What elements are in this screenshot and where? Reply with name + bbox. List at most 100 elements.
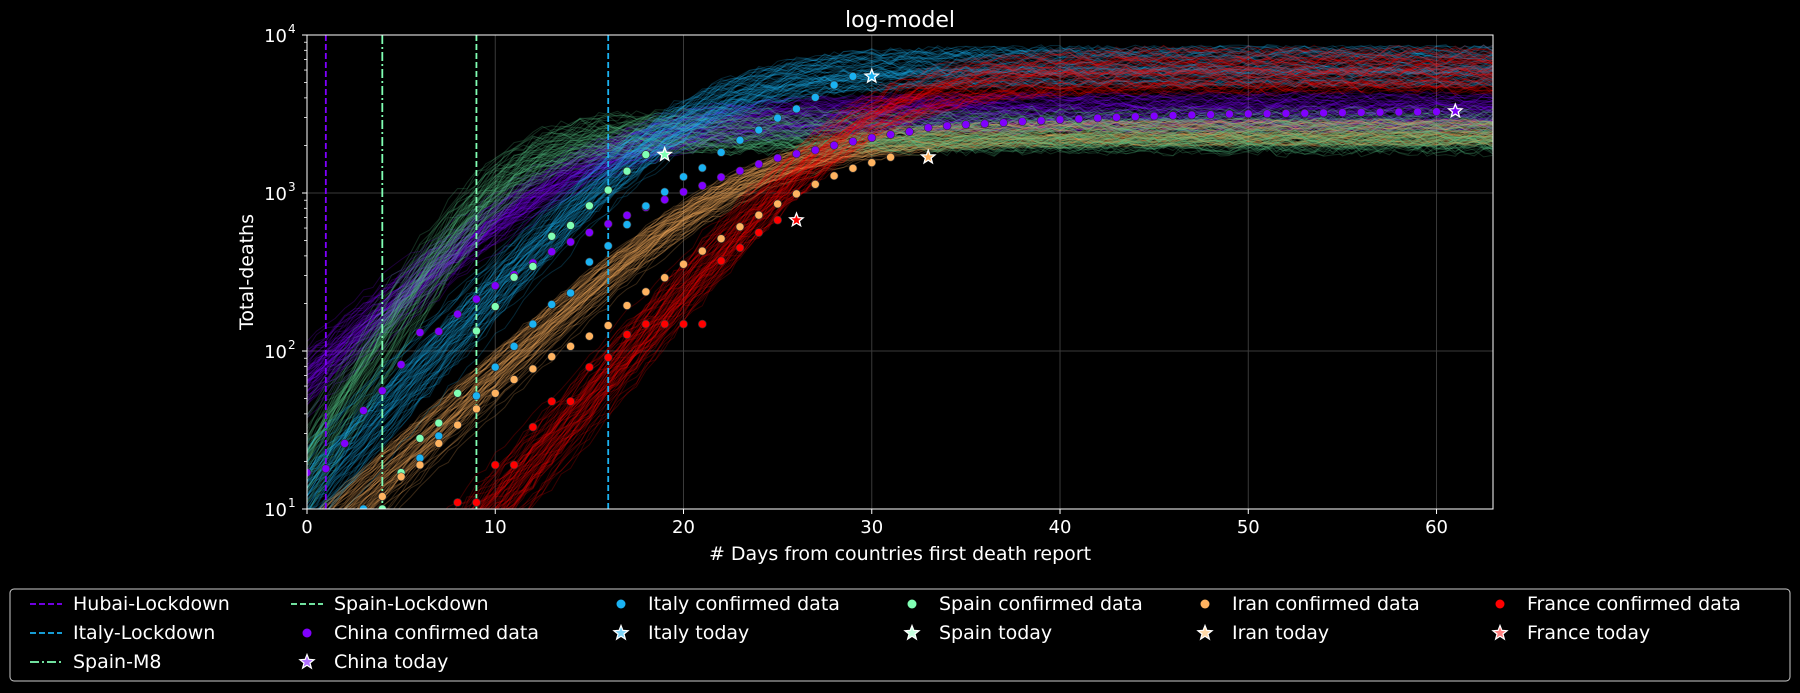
data-point [848,72,858,81]
model-curve [307,126,1493,467]
model-curve [492,83,1493,509]
data-point [603,321,613,330]
model-curve [307,116,1493,388]
data-point [773,215,782,225]
model-curve [307,109,1493,376]
model-curve [307,123,1493,417]
model-curve [307,113,1493,443]
model-curve [307,111,1493,371]
data-point [378,504,387,509]
model-curve [319,120,1493,509]
model-curve [307,78,1493,471]
model-curve [505,56,1493,509]
data-point [396,360,406,369]
model-curve [357,119,1493,509]
model-curve [307,141,1493,461]
model-curve [493,80,1493,509]
data-point [490,362,500,372]
model-curve [307,123,1493,444]
model-curve [307,125,1493,419]
data-point [509,342,519,351]
model-curve [363,121,1493,509]
model-curve [307,50,1493,466]
y-tick-exponent: 4 [288,22,296,36]
model-curve [320,128,1493,509]
model-curve [371,131,1493,509]
model-curve [307,127,1493,462]
data-point [585,257,594,267]
data-point [641,319,651,329]
model-curve [307,52,1493,463]
legend-star-swatch [1491,623,1509,641]
model-curve [309,69,1493,509]
data-point [716,256,726,266]
model-curve [530,73,1493,509]
data-point [641,287,651,297]
data-point [1225,109,1234,119]
data-point [698,246,707,256]
model-curve [307,127,1493,465]
model-curve [307,145,1493,504]
model-curve [307,123,1493,391]
model-curve [307,107,1493,359]
iran-confirmed-points [378,152,895,501]
y-tick-label: 10 [264,342,287,363]
legend-star-swatch [612,623,630,641]
data-point [641,201,651,211]
data-point [585,331,594,341]
data-point [735,222,745,232]
data-point [1187,110,1197,120]
china-model-band [307,90,1493,419]
model-curve [369,132,1493,509]
model-curve [307,92,1493,381]
legend-label: Italy-Lockdown [73,622,215,644]
legend-label: Iran today [1232,622,1329,644]
model-curve [363,118,1493,509]
model-curve [356,131,1493,509]
model-curve [307,132,1493,442]
model-curve [307,99,1493,366]
data-point [792,149,801,159]
model-curve [307,52,1493,505]
data-point [603,353,613,362]
model-curve [307,123,1493,392]
model-curve [307,106,1493,382]
model-curve [482,44,1493,509]
legend-item: Hubai-Lockdown [30,593,230,615]
model-curve [506,84,1493,509]
model-curve [307,56,1493,449]
model-curve [510,56,1493,509]
legend-label: France today [1527,622,1650,644]
model-curve [307,98,1493,362]
data-point [603,185,613,195]
model-curve [350,130,1493,509]
data-point [453,309,462,319]
data-point [566,237,575,247]
model-curve [307,106,1493,385]
data-point [490,281,500,290]
model-curve [528,83,1493,509]
model-curve [492,76,1493,509]
model-curve [307,67,1493,484]
data-point [547,300,557,309]
data-point [321,464,331,473]
data-point [754,228,764,237]
data-point [1432,107,1441,117]
data-point [923,123,933,132]
model-curve [343,118,1493,509]
data-point [490,460,500,470]
model-curve [347,120,1493,509]
data-point [490,388,500,398]
model-curve [355,133,1493,509]
model-curve [512,76,1493,509]
model-curve [489,74,1493,509]
data-point [735,135,745,145]
model-curve [307,118,1493,365]
model-curve [307,113,1493,376]
model-curve [307,130,1493,483]
model-curve [307,115,1493,441]
model-curve [307,102,1493,369]
model-curve [307,77,1493,497]
data-point [622,211,632,220]
model-curve [454,46,1493,509]
